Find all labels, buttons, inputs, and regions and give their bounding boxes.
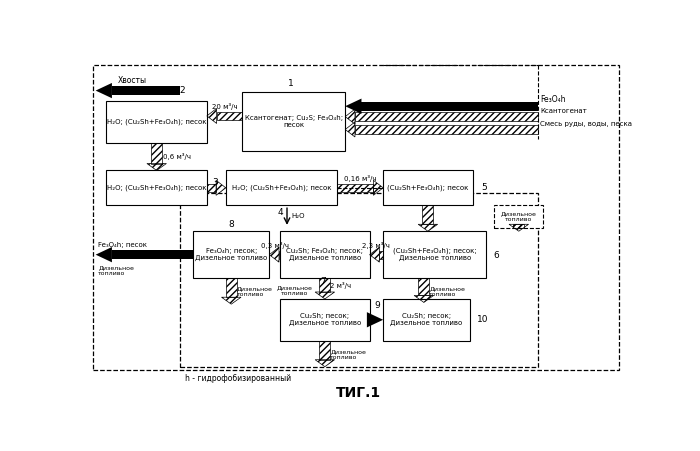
Bar: [423, 205, 433, 224]
Bar: [106, 101, 207, 143]
Text: 2,3 м³/ч: 2,3 м³/ч: [363, 242, 391, 249]
Text: H₂O; (Cu₂Sh+Fe₃O₄h); песок: H₂O; (Cu₂Sh+Fe₃O₄h); песок: [107, 119, 206, 125]
Text: 10: 10: [477, 315, 489, 324]
Text: Fe₃O₄h; песок;
Дизельное топливо: Fe₃O₄h; песок; Дизельное топливо: [195, 248, 267, 261]
Text: 0,6 м³/ч: 0,6 м³/ч: [163, 153, 191, 160]
Text: Дизельное
топливо: Дизельное топливо: [501, 211, 537, 222]
Text: Дизельное
топливо: Дизельное топливо: [237, 286, 272, 297]
Polygon shape: [96, 247, 112, 262]
Bar: [319, 278, 330, 292]
Text: 9: 9: [375, 301, 381, 310]
Bar: [193, 231, 270, 278]
Bar: [180, 193, 538, 367]
Polygon shape: [96, 83, 112, 98]
Bar: [93, 64, 619, 370]
Bar: [419, 278, 429, 295]
Text: 2: 2: [180, 86, 186, 95]
Bar: [383, 170, 473, 205]
Text: 5: 5: [481, 183, 486, 192]
Text: Cu₂Sh; песок;
Дизельное топливо: Cu₂Sh; песок; Дизельное топливо: [391, 313, 463, 327]
Text: 20 м³/ч: 20 м³/ч: [211, 103, 237, 110]
Text: Fe₃O₄h; песок: Fe₃O₄h; песок: [98, 243, 147, 249]
Text: H₂O; (Cu₂Sh+Fe₃O₄h); песок: H₂O; (Cu₂Sh+Fe₃O₄h); песок: [107, 184, 206, 191]
Text: 8: 8: [228, 220, 234, 229]
Text: 1: 1: [288, 79, 294, 88]
Text: Ксантогенат: Ксантогенат: [540, 108, 587, 114]
Text: 0,16 м³/ч: 0,16 м³/ч: [344, 175, 377, 182]
Bar: [383, 231, 486, 278]
Bar: [207, 184, 216, 192]
Bar: [226, 170, 337, 205]
Text: Смесь руды, воды, песка: Смесь руды, воды, песка: [540, 121, 633, 127]
Bar: [242, 92, 345, 152]
Text: 0,3 м³/ч: 0,3 м³/ч: [260, 242, 288, 249]
Text: h - гидрофобизированный: h - гидрофобизированный: [185, 374, 291, 383]
Bar: [112, 250, 193, 259]
Text: Хвосты: Хвосты: [118, 76, 146, 85]
Polygon shape: [367, 312, 383, 327]
Bar: [337, 184, 373, 192]
Text: Дизельное
топливо: Дизельное топливо: [330, 349, 366, 360]
Bar: [379, 250, 383, 259]
Bar: [151, 143, 162, 164]
Text: (Cu₂Sh+Fe₃O₄h); песок: (Cu₂Sh+Fe₃O₄h); песок: [387, 184, 468, 191]
Bar: [279, 250, 280, 259]
Bar: [355, 112, 538, 121]
Bar: [513, 224, 524, 228]
Bar: [112, 86, 180, 95]
Text: Cu₂Sh; песок;
Дизельное топливо: Cu₂Sh; песок; Дизельное топливо: [288, 313, 361, 327]
Text: H₂O: H₂O: [291, 213, 304, 219]
Bar: [226, 278, 237, 297]
Text: Fe₃O₄h: Fe₃O₄h: [540, 95, 566, 104]
Bar: [216, 112, 242, 120]
Bar: [494, 205, 543, 228]
Text: 3: 3: [212, 178, 218, 187]
Bar: [355, 125, 538, 133]
Text: Ксантогенат; Cu₂S; Fe₃O₄h;
песок: Ксантогенат; Cu₂S; Fe₃O₄h; песок: [244, 115, 343, 129]
Polygon shape: [345, 99, 361, 114]
Text: (Cu₂Sh+Fe₃O₄h); песок;
Дизельное топливо: (Cu₂Sh+Fe₃O₄h); песок; Дизельное топливо: [393, 248, 477, 262]
Bar: [280, 231, 370, 278]
Text: 2 м³/ч: 2 м³/ч: [330, 281, 351, 289]
Text: Дизельное
топливо: Дизельное топливо: [429, 286, 465, 297]
Bar: [319, 341, 330, 360]
Text: ΤИГ.1: ΤИГ.1: [336, 386, 382, 400]
Text: 6: 6: [494, 251, 499, 260]
Text: Дизельное
топливо: Дизельное топливо: [277, 285, 313, 296]
Text: 7: 7: [321, 277, 326, 286]
Bar: [361, 101, 538, 111]
Text: H₂O; (Cu₂Sh+Fe₃O₄h); песок: H₂O; (Cu₂Sh+Fe₃O₄h); песок: [232, 184, 331, 191]
Text: 4: 4: [277, 207, 283, 216]
Text: Дизельное
топливо: Дизельное топливо: [98, 265, 134, 276]
Bar: [106, 170, 207, 205]
Text: Cu₂Sh; Fe₃O₄h; песок;
Дизельное топливо: Cu₂Sh; Fe₃O₄h; песок; Дизельное топливо: [286, 248, 363, 261]
Bar: [280, 299, 370, 341]
Bar: [367, 315, 370, 324]
Bar: [383, 299, 470, 341]
